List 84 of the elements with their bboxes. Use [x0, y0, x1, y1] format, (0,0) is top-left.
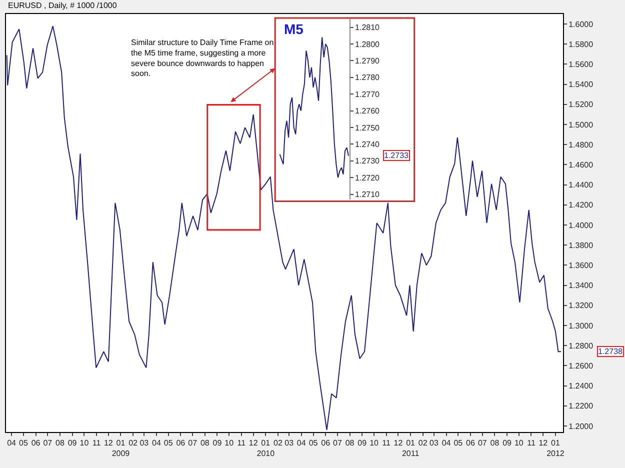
- x-tick-label: 11: [92, 438, 102, 448]
- x-tick-label: 02: [418, 438, 428, 448]
- annotation: Similar structure to Daily Time Frame on the M5 time frame, suggesting a more severe bounce downwards to happen soon.: [131, 38, 274, 78]
- x-tick-label: 03: [140, 438, 150, 448]
- y-tick-label: 1.2730: [355, 156, 380, 166]
- y-tick-label: 1.2400: [568, 382, 594, 391]
- y-tick-label: 1.4400: [568, 180, 594, 190]
- x-tick-label: 06: [176, 438, 186, 448]
- x-tick-label: 04: [296, 438, 306, 448]
- y-tick-label: 1.5600: [568, 60, 594, 70]
- x-tick-label: 07: [333, 438, 342, 448]
- x-tick-label: 06: [466, 438, 476, 448]
- y-tick-label: 1.3800: [568, 240, 594, 250]
- chart-title: M5: [284, 21, 304, 37]
- x-tick-label: 03: [430, 438, 439, 448]
- x-tick-label: 05: [19, 438, 28, 448]
- x-tick-label: 12: [248, 438, 258, 448]
- x-tick-label: 06: [321, 438, 331, 448]
- y-tick-label: 1.2600: [568, 361, 594, 370]
- y-tick-label: 1.2800: [568, 341, 594, 350]
- x-tick-label: 10: [370, 438, 380, 448]
- y-tick-label: 1.4000: [568, 220, 594, 230]
- y-tick-label: 1.2740: [355, 140, 380, 150]
- y-tick-label: 1.2750: [355, 123, 380, 132]
- y-tick-label: 1.2770: [355, 90, 380, 99]
- x-tick-label: 04: [7, 438, 17, 448]
- x-tick-label: 08: [200, 438, 210, 448]
- x-tick-label: 12: [394, 438, 404, 448]
- x-tick-label: 02: [273, 438, 283, 448]
- y-tick-label: 1.6000: [568, 20, 594, 29]
- x-tick-label: 11: [382, 438, 392, 448]
- y-tick-label: 1.2200: [568, 402, 594, 411]
- y-tick-label: 1.2000: [568, 422, 594, 431]
- x-tick-label: 04: [152, 438, 162, 448]
- x-tick-label: 08: [345, 438, 355, 448]
- y-tick-label: 1.2720: [355, 173, 380, 182]
- x-tick-label: 07: [188, 438, 198, 448]
- x-tick-label: 11: [527, 438, 536, 448]
- x-tick-label: 10: [224, 438, 234, 448]
- line-series: [279, 36, 350, 178]
- y-tick-label: 1.4600: [568, 160, 594, 170]
- x-tick-label: 02: [128, 438, 138, 448]
- x-tick-label: 05: [164, 438, 174, 448]
- annotation: 1.2733: [384, 151, 410, 160]
- x-tick-label: 08: [56, 438, 65, 448]
- y-tick-label: 1.4800: [568, 140, 594, 150]
- x-tick-label: 09: [502, 438, 512, 448]
- x-tick-label: 07: [43, 438, 53, 448]
- x-tick-label: 12: [538, 438, 548, 448]
- x-tick-label: 10: [514, 438, 524, 448]
- x-tick-label: 11: [237, 438, 246, 448]
- x-tick-label: 07: [478, 438, 488, 448]
- y-tick-label: 1.5000: [568, 120, 594, 130]
- x-tick-label: 01 2009: [112, 438, 130, 458]
- y-tick-label: 1.2810: [355, 23, 380, 32]
- x-tick-label: 05: [454, 438, 464, 448]
- y-tick-label: 1.3200: [568, 301, 594, 310]
- x-tick-label: 04: [442, 438, 452, 448]
- x-tick-label: 05: [308, 438, 318, 448]
- y-tick-label: 1.2710: [355, 190, 380, 200]
- y-tick-label: 1.2800: [355, 40, 380, 49]
- y-tick-label: 1.5800: [568, 40, 594, 49]
- text: 1.2738: [598, 347, 624, 356]
- x-tick-label: 08: [490, 438, 500, 448]
- y-tick-label: 1.2760: [355, 106, 380, 116]
- line-series: [6, 26, 562, 430]
- y-tick-label: 1.3000: [568, 321, 594, 330]
- x-tick-label: 03: [284, 438, 294, 448]
- x-tick-label: 09: [358, 438, 368, 448]
- y-tick-label: 1.2780: [355, 73, 380, 82]
- x-tick-label: 09: [68, 438, 78, 448]
- x-tick-label: 01 2012: [546, 438, 565, 458]
- x-tick-label: 10: [80, 438, 90, 448]
- y-tick-label: 1.4200: [568, 200, 594, 210]
- x-tick-label: 01 2011: [402, 438, 420, 458]
- y-tick-label: 1.5200: [568, 100, 594, 110]
- y-tick-label: 1.5400: [568, 80, 594, 90]
- chart-title: EURUSD , Daily, # 1000 /1000: [8, 1, 118, 10]
- x-tick-label: 12: [104, 438, 114, 448]
- x-tick-label: 09: [212, 438, 222, 448]
- x-tick-label: 06: [31, 438, 41, 448]
- y-tick-label: 1.2790: [355, 56, 380, 66]
- y-tick-label: 1.3600: [568, 261, 594, 270]
- y-tick-label: 1.3400: [568, 281, 594, 290]
